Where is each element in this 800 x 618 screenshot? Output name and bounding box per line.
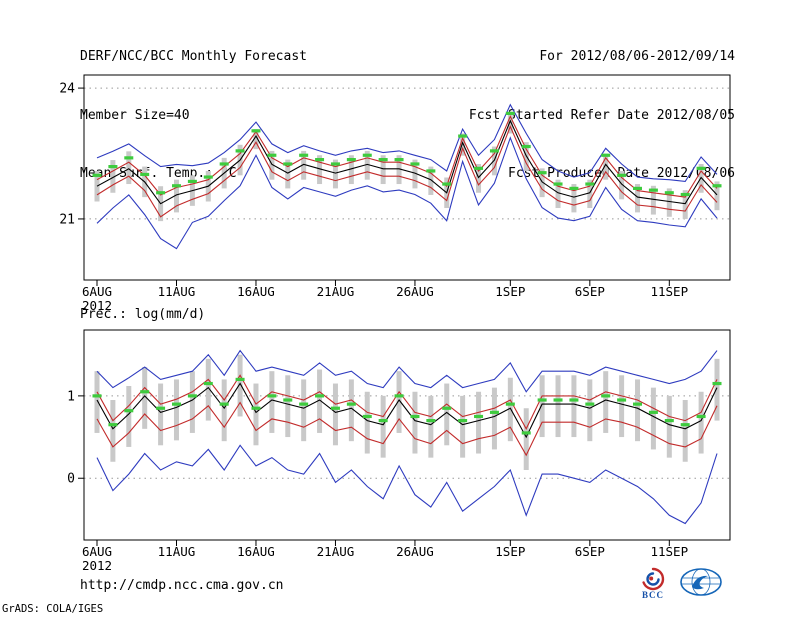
svg-text:0: 0 bbox=[67, 472, 75, 487]
cma-globe-icon bbox=[680, 568, 722, 596]
svg-text:16AUG: 16AUG bbox=[237, 544, 275, 559]
source-url-link[interactable]: http://cmdp.ncc.cma.gov.cn bbox=[80, 578, 284, 593]
svg-text:1: 1 bbox=[67, 389, 75, 404]
svg-text:26AUG: 26AUG bbox=[396, 544, 434, 559]
plot-title: DERF/NCC/BCC Monthly Forecast bbox=[80, 49, 307, 64]
svg-text:11AUG: 11AUG bbox=[158, 284, 196, 299]
svg-text:6AUG: 6AUG bbox=[82, 544, 112, 559]
svg-text:6AUG: 6AUG bbox=[82, 284, 112, 299]
svg-text:1SEP: 1SEP bbox=[495, 544, 525, 559]
svg-text:2012: 2012 bbox=[82, 558, 112, 573]
svg-text:11SEP: 11SEP bbox=[650, 284, 688, 299]
svg-text:21AUG: 21AUG bbox=[317, 284, 355, 299]
svg-text:21AUG: 21AUG bbox=[317, 544, 355, 559]
svg-text:1SEP: 1SEP bbox=[495, 284, 525, 299]
footer-logos: BCC bbox=[638, 567, 724, 600]
bcc-logo: BCC bbox=[638, 567, 668, 600]
refer-date-label: Fcst Started Refer Date 2012/08/05 bbox=[468, 107, 735, 123]
bcc-emblem-icon bbox=[642, 567, 665, 591]
bcc-logo-text: BCC bbox=[641, 590, 664, 600]
precipitation-chart-label: Prec.: log(mm/d) bbox=[80, 307, 206, 322]
svg-text:6SEP: 6SEP bbox=[575, 544, 605, 559]
svg-text:6SEP: 6SEP bbox=[575, 284, 605, 299]
svg-text:26AUG: 26AUG bbox=[396, 284, 434, 299]
svg-text:24: 24 bbox=[59, 82, 75, 97]
svg-text:11AUG: 11AUG bbox=[158, 544, 196, 559]
forecast-range-label: For 2012/08/06-2012/09/14 bbox=[539, 49, 735, 64]
ncc-cma-logo bbox=[678, 567, 724, 599]
svg-text:16AUG: 16AUG bbox=[237, 284, 275, 299]
temperature-forecast-chart: 21 24 6AUG 11AUG 16AUG 21AUG 26AUG 1SEP 6SEP 11SE… bbox=[59, 74, 731, 313]
svg-text:11SEP: 11SEP bbox=[650, 544, 688, 559]
member-size-label: Member Size=40 bbox=[80, 107, 190, 123]
svg-text:2012: 2012 bbox=[82, 298, 112, 313]
svg-text:21: 21 bbox=[59, 212, 75, 227]
grads-credit: GrADS: COLA/IGES bbox=[2, 603, 104, 615]
